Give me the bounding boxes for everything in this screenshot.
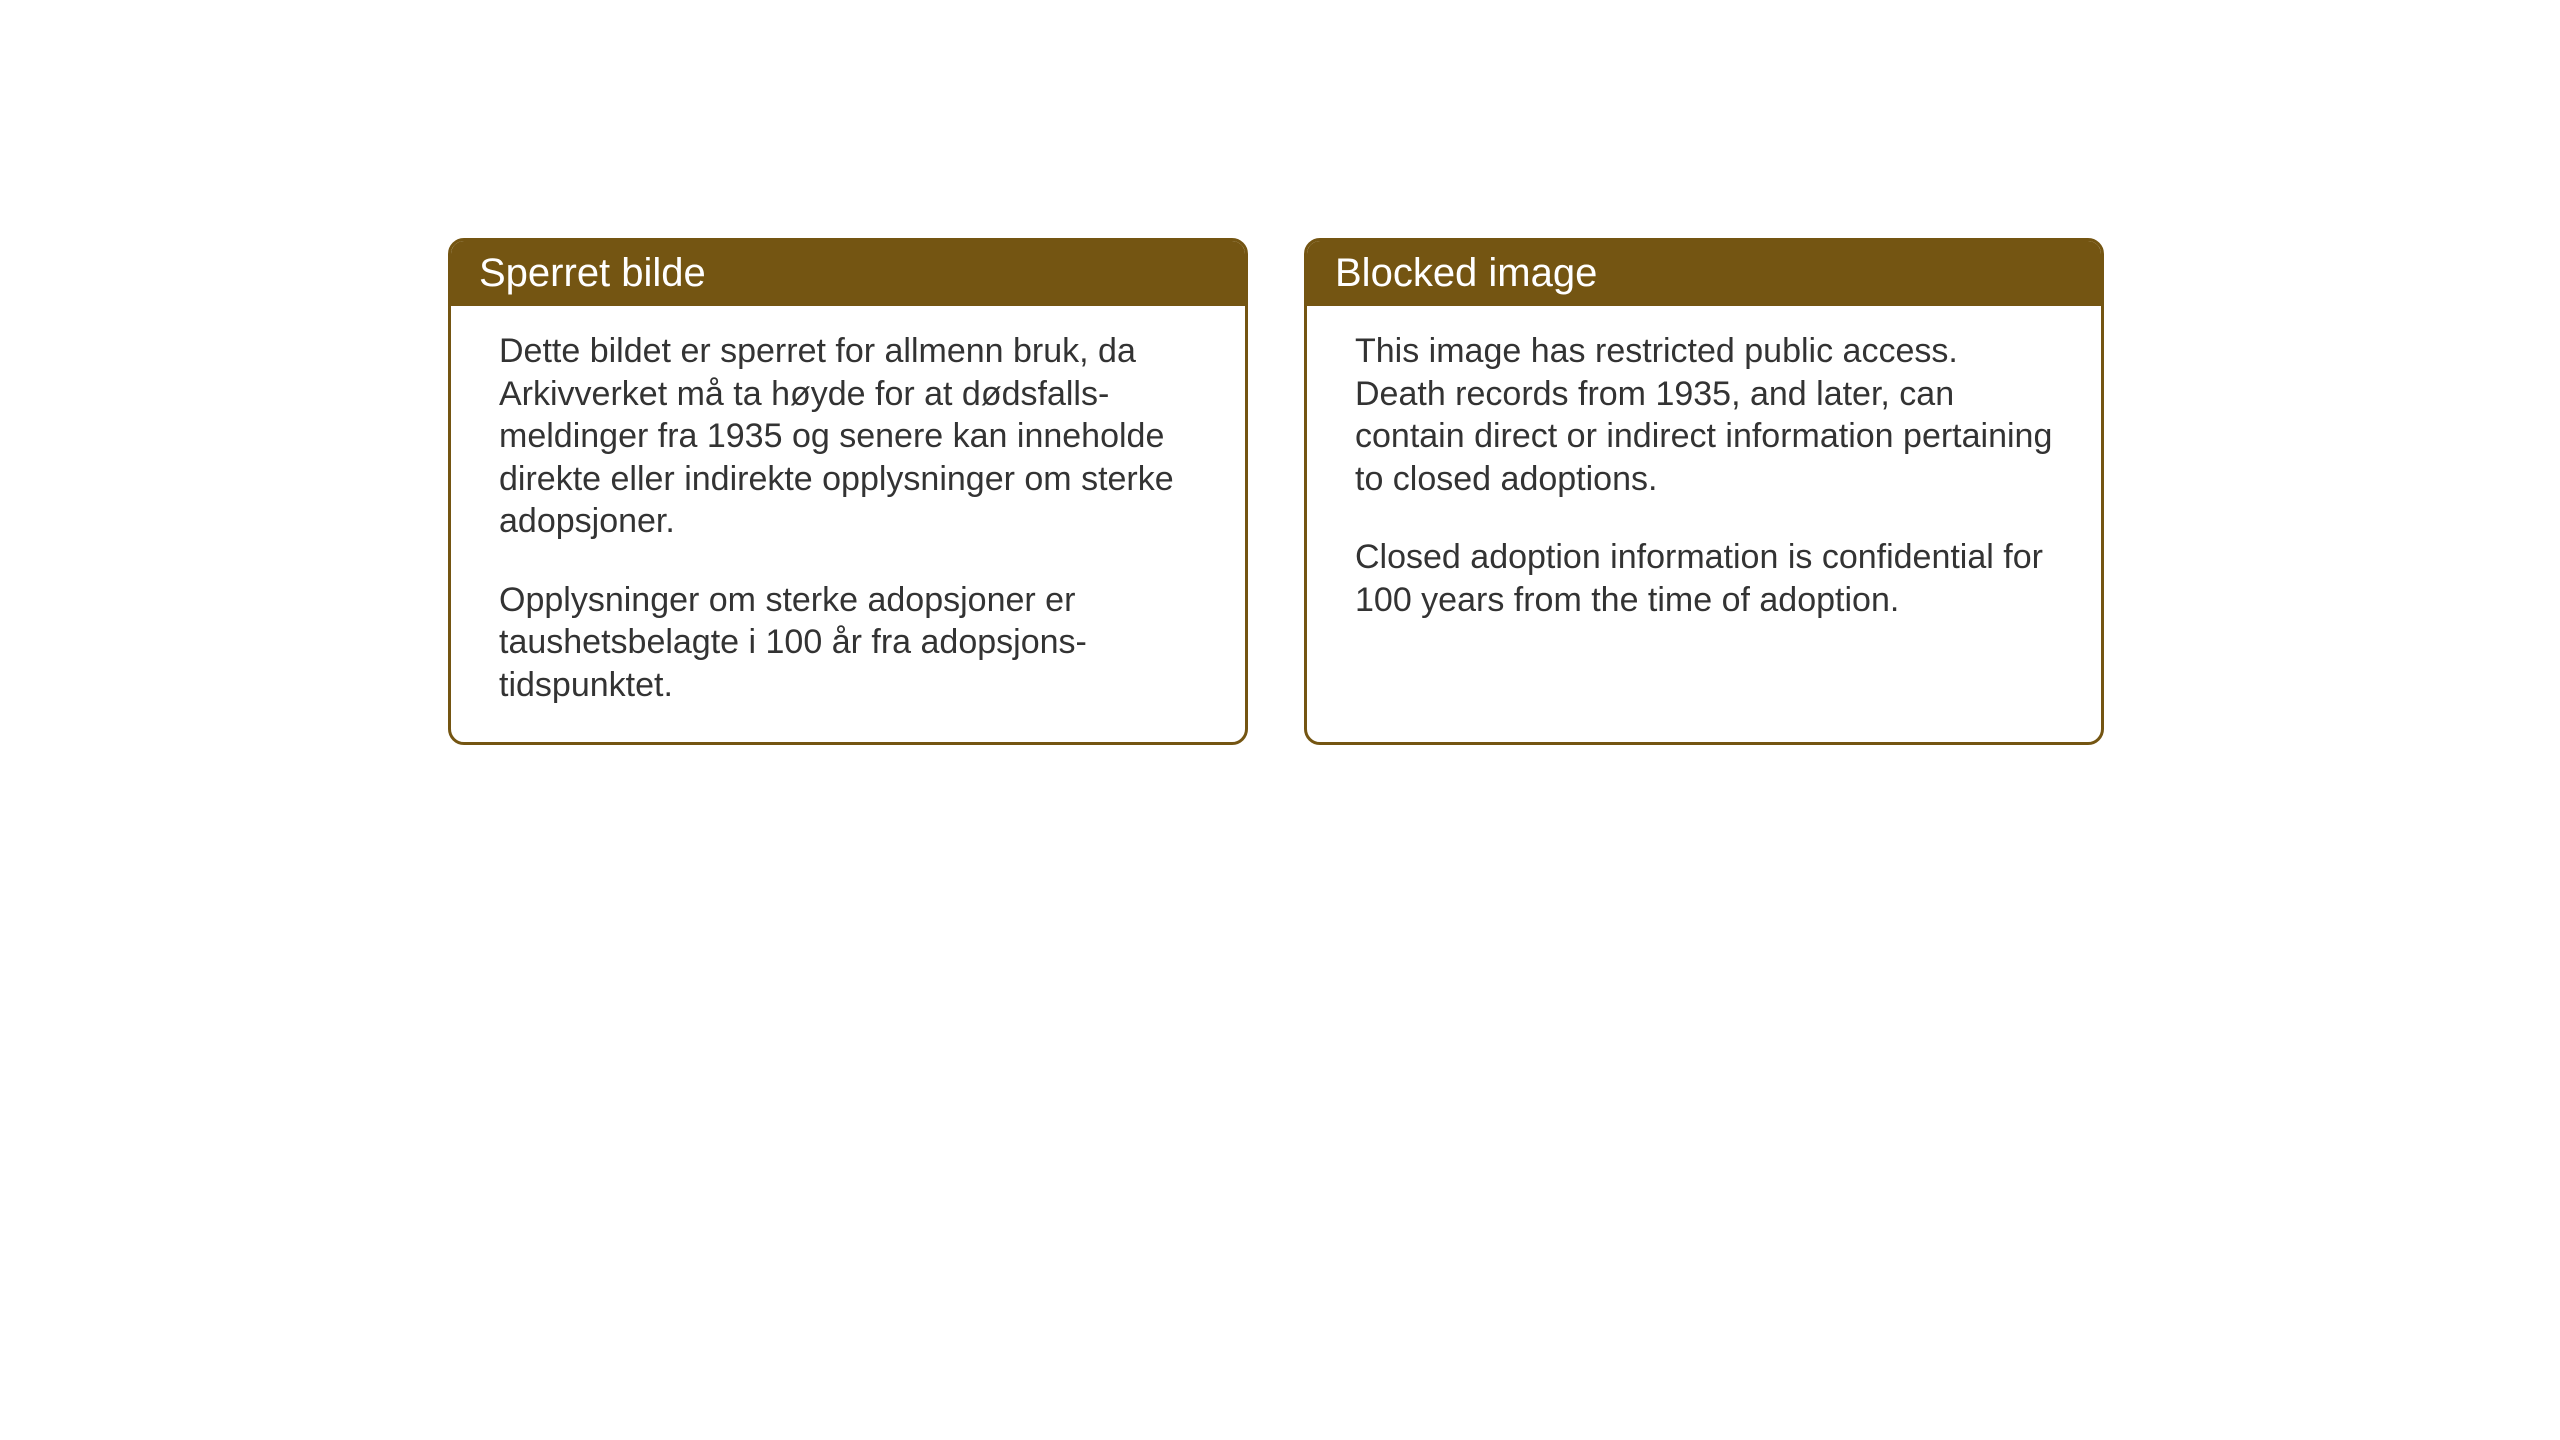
cards-container: Sperret bilde Dette bildet er sperret fo…	[0, 0, 2560, 745]
norwegian-paragraph-2: Opplysninger om sterke adopsjoner er tau…	[499, 579, 1197, 707]
norwegian-card-title: Sperret bilde	[451, 241, 1245, 306]
english-card-body: This image has restricted public access.…	[1307, 306, 2101, 657]
norwegian-card: Sperret bilde Dette bildet er sperret fo…	[448, 238, 1248, 745]
norwegian-paragraph-1: Dette bildet er sperret for allmenn bruk…	[499, 330, 1197, 543]
english-card-title: Blocked image	[1307, 241, 2101, 306]
english-card: Blocked image This image has restricted …	[1304, 238, 2104, 745]
norwegian-card-body: Dette bildet er sperret for allmenn bruk…	[451, 306, 1245, 742]
english-paragraph-2: Closed adoption information is confident…	[1355, 536, 2053, 621]
english-paragraph-1: This image has restricted public access.…	[1355, 330, 2053, 500]
